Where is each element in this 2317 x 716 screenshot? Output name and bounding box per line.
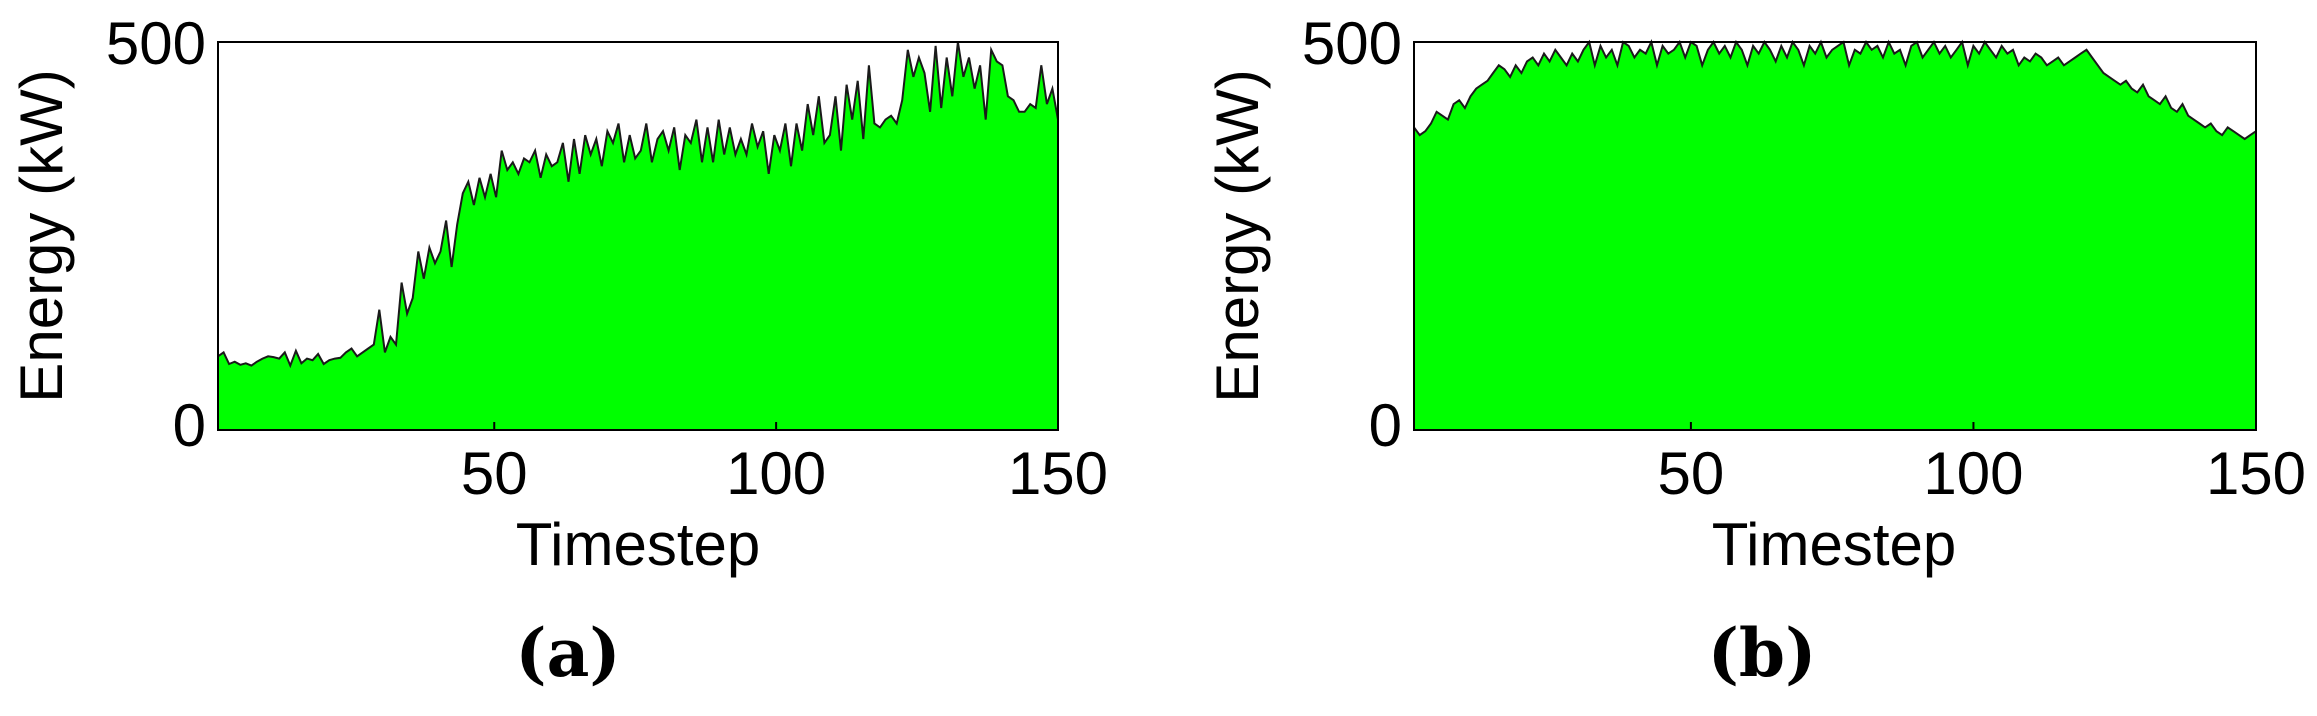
- panel-a-x-ticks: 50 100 150: [461, 422, 1108, 507]
- panel-b-frame: [1413, 41, 2257, 431]
- x-tick-label: 50: [461, 440, 528, 507]
- panel-b-ylabel: Energy (kW): [1204, 69, 1271, 402]
- panel-a-frame: [217, 41, 1059, 431]
- panel-b: 0 500 50 100 150 Timestep Energy (kW) (b): [1204, 10, 2306, 692]
- panel-a-line: [217, 41, 1059, 369]
- y-tick-label: 500: [1302, 10, 1402, 77]
- panel-b-caption: (b): [1708, 614, 1817, 692]
- panel-b-y-ticks: 0 500: [1302, 10, 1402, 459]
- y-tick-label: 0: [173, 392, 206, 459]
- panel-a-caption: (a): [515, 614, 620, 692]
- y-tick-label: 500: [106, 10, 206, 77]
- panel-a-xlabel: Timestep: [516, 511, 761, 578]
- panel-b-x-ticks: 50 100 150: [1658, 422, 2306, 507]
- y-tick-label: 0: [1369, 392, 1402, 459]
- x-tick-label: 150: [2206, 440, 2306, 507]
- panel-a-ylabel: Energy (kW): [8, 69, 75, 402]
- x-tick-label: 150: [1008, 440, 1108, 507]
- x-tick-label: 100: [726, 440, 826, 507]
- panel-a-y-ticks: 0 500: [106, 10, 206, 459]
- x-tick-label: 50: [1658, 440, 1725, 507]
- panel-b-area: [1414, 42, 2256, 430]
- panel-b-line: [1413, 39, 2257, 141]
- panel-a: 0 500 50 100 150 Timestep Energy (kW) (a): [8, 10, 1108, 692]
- panel-a-area: [218, 42, 1058, 430]
- x-tick-label: 100: [1923, 440, 2023, 507]
- panel-b-xlabel: Timestep: [1712, 511, 1957, 578]
